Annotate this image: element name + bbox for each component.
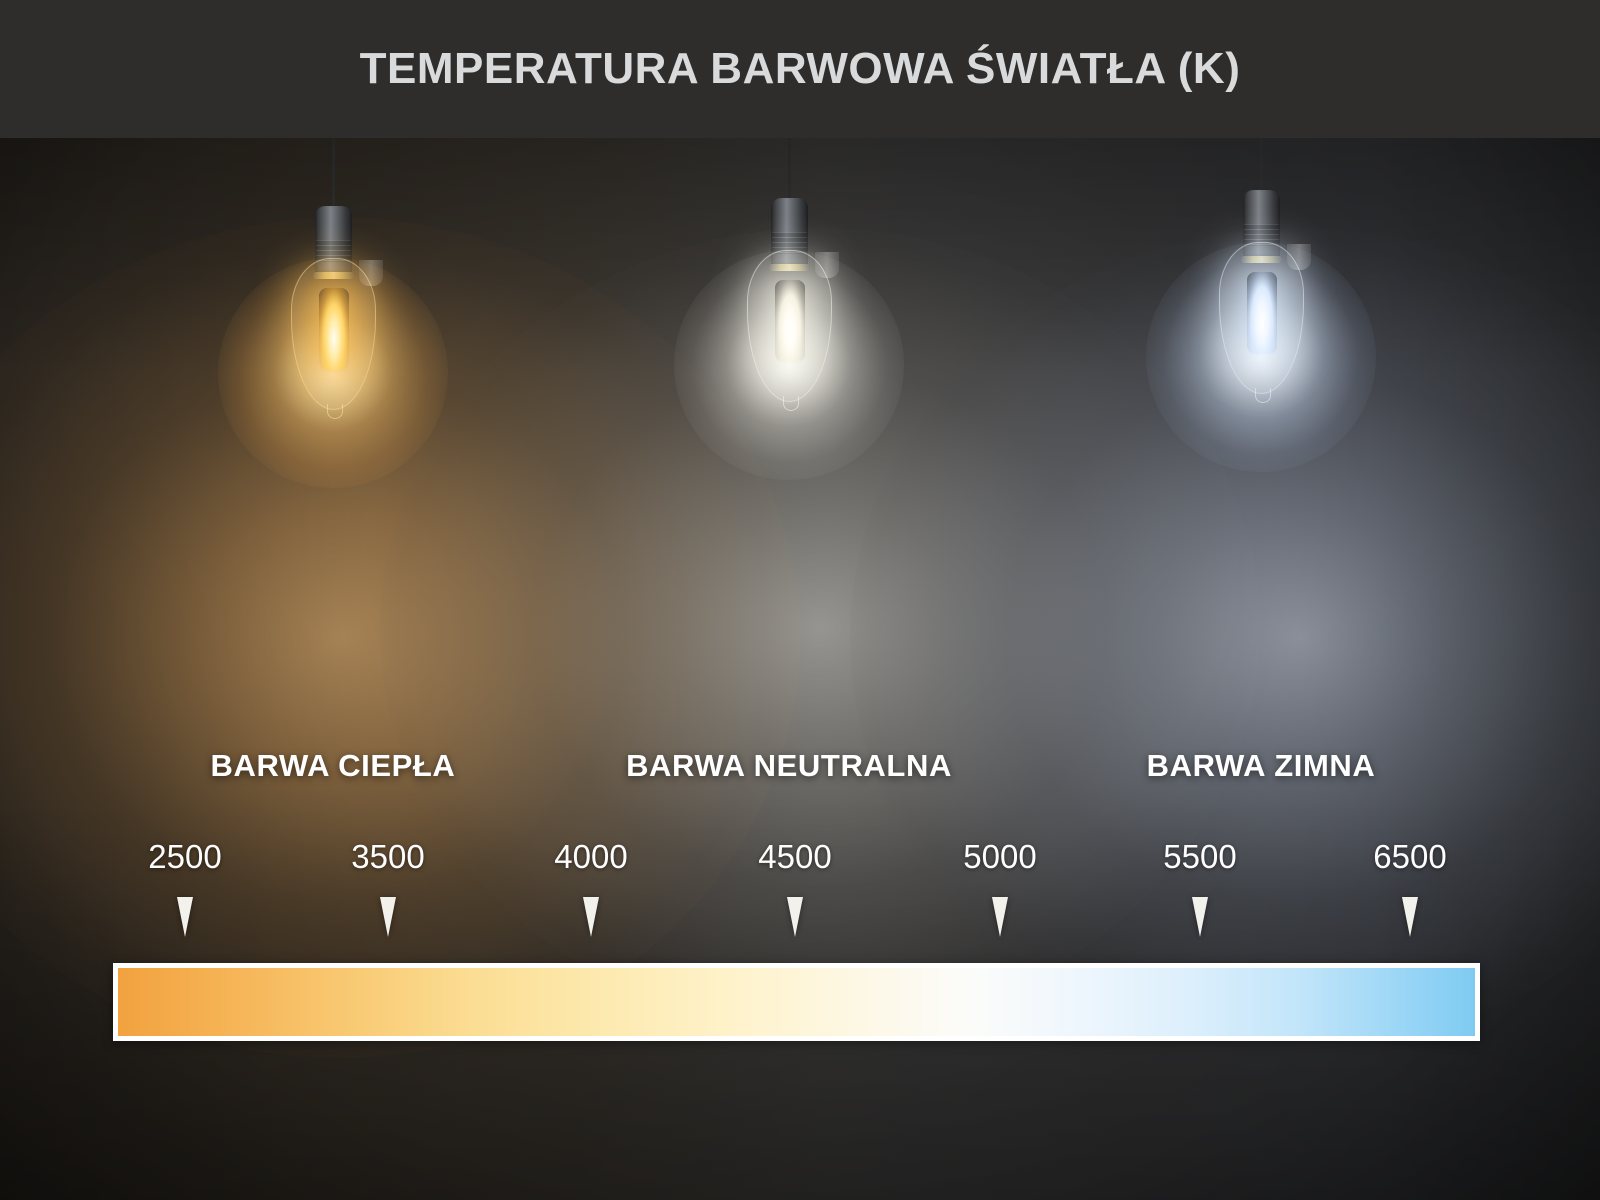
color-temperature-bar bbox=[113, 963, 1480, 1041]
tick-marker-5000 bbox=[992, 897, 1008, 937]
bulb-filament-icon bbox=[774, 280, 805, 362]
header-bar: TEMPERATURA BARWOWA ŚWIATŁA (K) bbox=[0, 0, 1600, 138]
light-bulb-icon bbox=[291, 258, 383, 419]
bulb-tip-icon bbox=[326, 404, 343, 419]
tick-label-4500: 4500 bbox=[758, 838, 832, 875]
tick-label-6500: 6500 bbox=[1373, 838, 1447, 875]
tick-label-5000: 5000 bbox=[963, 838, 1037, 875]
tick-label-4000: 4000 bbox=[554, 838, 628, 875]
tick-label-5500: 5500 bbox=[1163, 838, 1237, 875]
bulb-filament-icon bbox=[1246, 272, 1277, 354]
bulb-filament-icon bbox=[318, 288, 349, 370]
page-title: TEMPERATURA BARWOWA ŚWIATŁA (K) bbox=[359, 44, 1241, 93]
tick-label-2500: 2500 bbox=[148, 838, 222, 875]
bulb-tip-icon bbox=[1254, 388, 1271, 403]
tick-marker-5500 bbox=[1192, 897, 1208, 937]
tick-marker-4000 bbox=[583, 897, 599, 937]
tick-marker-4500 bbox=[787, 897, 803, 937]
light-bulb-icon bbox=[1219, 242, 1311, 403]
color-temperature-gradient bbox=[118, 968, 1475, 1036]
bulb-neck bbox=[359, 260, 383, 286]
bulb-neck bbox=[815, 252, 839, 278]
tick-marker-6500 bbox=[1402, 897, 1418, 937]
light-bulb-icon bbox=[747, 250, 839, 411]
wall-glow-warm bbox=[0, 218, 800, 1058]
tick-marker-2500 bbox=[177, 897, 193, 937]
tick-marker-3500 bbox=[380, 897, 396, 937]
bulb-neck bbox=[1287, 244, 1311, 270]
category-label-cool: BARWA ZIMNA bbox=[1146, 748, 1376, 783]
tick-label-3500: 3500 bbox=[351, 838, 425, 875]
bulb-tip-icon bbox=[782, 396, 799, 411]
